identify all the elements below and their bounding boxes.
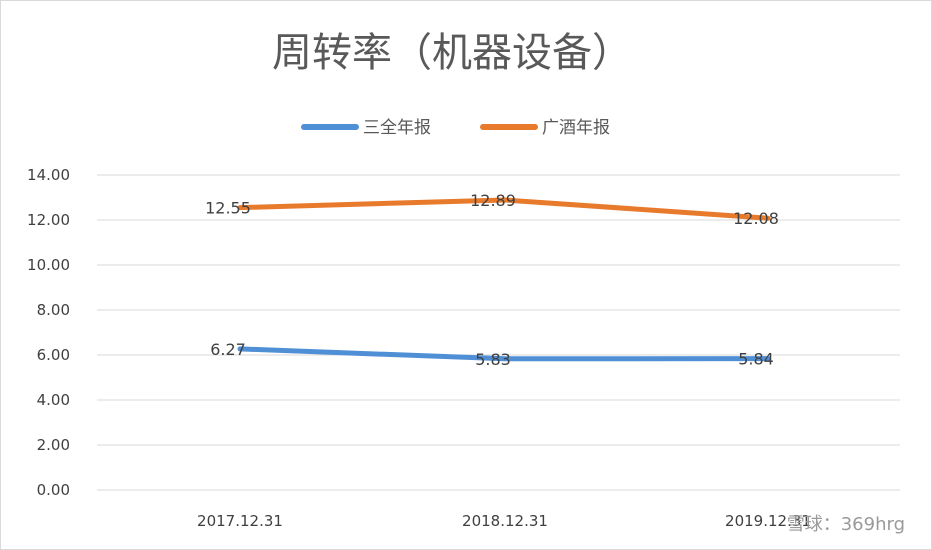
data-label: 5.84	[738, 350, 774, 369]
x-tick-label: 2017.12.31	[197, 512, 283, 530]
chart-title: 周转率（机器设备）	[272, 30, 632, 76]
series-line-1	[237, 197, 771, 221]
data-labels: 6.27 5.83 5.84 12.55 12.89 12.08	[205, 191, 779, 369]
y-tick-label: 0.00	[37, 481, 70, 499]
data-label: 12.89	[470, 191, 516, 210]
y-tick-label: 2.00	[37, 436, 70, 454]
y-tick-label: 8.00	[37, 301, 70, 319]
watermark: 雪球：369hrg	[787, 514, 905, 535]
x-tick-label: 2019.12.31	[725, 512, 811, 530]
series-lines	[237, 197, 771, 362]
data-label: 6.27	[210, 340, 246, 359]
data-label: 5.83	[475, 350, 511, 369]
legend: 三全年报 广酒年报	[301, 118, 610, 138]
x-axis-ticks: 2017.12.31 2018.12.31 2019.12.31	[197, 512, 811, 530]
legend-label-guangjiu: 广酒年报	[542, 118, 610, 138]
gridlines	[97, 174, 900, 491]
series-line-0	[237, 346, 771, 362]
y-tick-label: 6.00	[37, 346, 70, 364]
y-tick-label: 14.00	[27, 166, 70, 184]
y-tick-label: 12.00	[27, 211, 70, 229]
legend-label-sanquan: 三全年报	[363, 118, 431, 138]
y-tick-label: 4.00	[37, 391, 70, 409]
y-tick-label: 10.00	[27, 256, 70, 274]
x-tick-label: 2018.12.31	[462, 512, 548, 530]
y-axis-ticks: 0.00 2.00 4.00 6.00 8.00 10.00 12.00 14.00	[27, 166, 70, 499]
data-label: 12.55	[205, 199, 251, 218]
data-label: 12.08	[733, 209, 779, 228]
